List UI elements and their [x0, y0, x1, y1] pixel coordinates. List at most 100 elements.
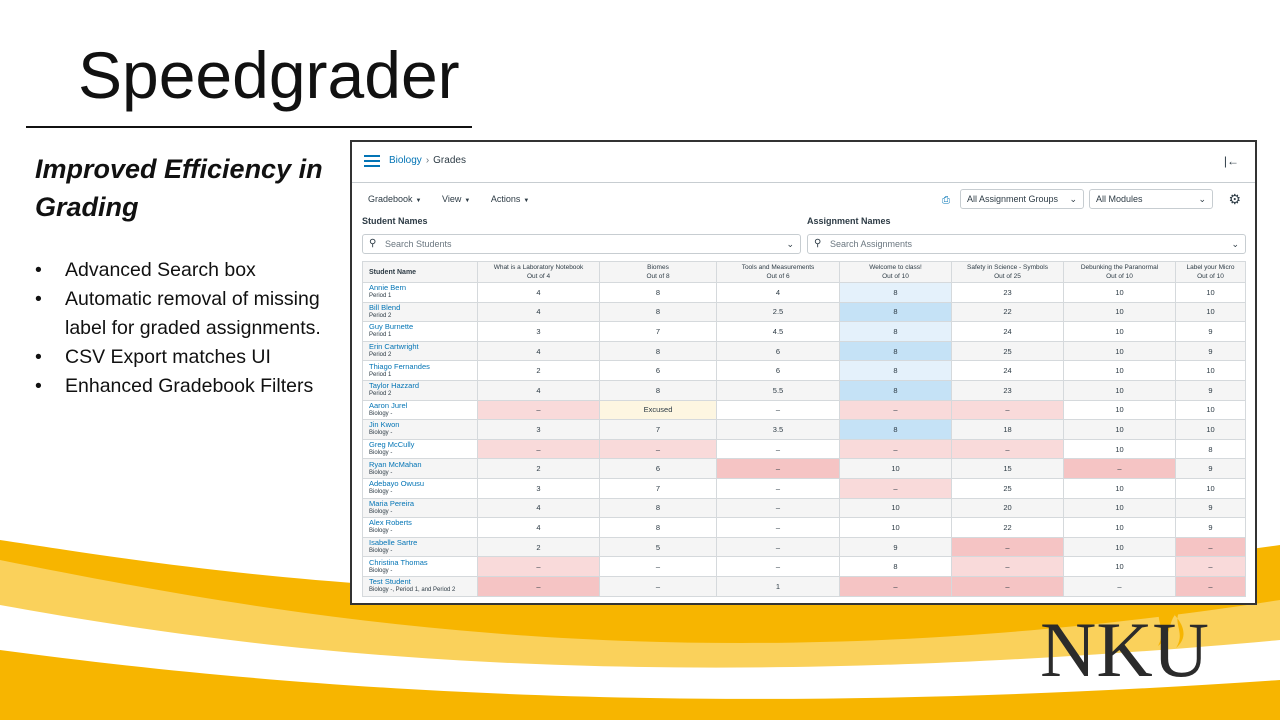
grade-cell[interactable]: –	[951, 556, 1064, 577]
grade-cell[interactable]: –	[477, 575, 600, 597]
grade-cell[interactable]: 4	[477, 282, 600, 303]
grade-cell[interactable]: 10	[839, 458, 952, 479]
student-name-link[interactable]: Annie Bern	[369, 283, 407, 293]
search-assignments-input[interactable]: ⚲ Search Assignments ⌄	[807, 234, 1246, 254]
grade-cell[interactable]: 8	[599, 301, 717, 323]
grade-cell[interactable]: 4	[716, 282, 840, 303]
print-icon[interactable]: ⎙	[942, 195, 950, 206]
grade-cell[interactable]: 10	[1175, 477, 1246, 499]
grade-cell[interactable]: 10	[1175, 282, 1246, 303]
modules-select[interactable]: All Modules ⌄	[1089, 189, 1213, 209]
grade-cell[interactable]: 8	[599, 379, 717, 401]
student-name-link[interactable]: Ryan McMahan	[369, 459, 422, 469]
grade-cell[interactable]: 10	[839, 497, 952, 519]
grade-cell[interactable]: –	[716, 556, 840, 577]
grade-cell[interactable]: 8	[839, 282, 952, 303]
grade-cell[interactable]: 7	[599, 419, 717, 440]
grade-cell[interactable]: –	[716, 438, 840, 460]
grade-cell[interactable]: –	[1175, 575, 1246, 597]
gradebook-menu[interactable]: Gradebook ▼	[368, 194, 421, 204]
student-name-header[interactable]: Student Name	[362, 261, 478, 283]
grade-cell[interactable]: 4.5	[716, 321, 840, 342]
grade-cell[interactable]: 9	[1175, 497, 1246, 519]
grade-cell[interactable]: –	[839, 438, 952, 460]
assignment-column-header[interactable]: Welcome to class! Out of 10	[839, 261, 952, 283]
grade-cell[interactable]: –	[839, 575, 952, 597]
grade-cell[interactable]: 10	[1175, 301, 1246, 323]
grade-cell[interactable]: –	[599, 556, 717, 577]
grade-cell[interactable]: 10	[1175, 419, 1246, 440]
grade-cell[interactable]: –	[599, 575, 717, 597]
grade-cell[interactable]: 10	[1063, 360, 1176, 381]
grade-cell[interactable]: 10	[1063, 321, 1176, 342]
grade-cell[interactable]: 10	[1063, 497, 1176, 519]
grade-cell[interactable]: 10	[1063, 282, 1176, 303]
grade-cell[interactable]: –	[716, 536, 840, 558]
grade-cell[interactable]: 10	[1063, 477, 1176, 499]
grade-cell[interactable]: –	[716, 517, 840, 538]
grade-cell[interactable]: 6	[716, 360, 840, 381]
grade-cell[interactable]: –	[951, 575, 1064, 597]
grade-cell[interactable]: 10	[1063, 438, 1176, 460]
student-name-link[interactable]: Jin Kwon	[369, 420, 400, 430]
grade-cell[interactable]: 23	[951, 282, 1064, 303]
grade-cell[interactable]: 25	[951, 477, 1064, 499]
grade-cell[interactable]: 10	[1063, 419, 1176, 440]
student-name-link[interactable]: Maria Pereira	[369, 498, 415, 508]
grade-cell[interactable]: –	[477, 556, 600, 577]
grade-cell[interactable]: 23	[951, 379, 1064, 401]
grade-cell[interactable]: 10	[1063, 379, 1176, 401]
grade-cell[interactable]: 2	[477, 360, 600, 381]
grade-cell[interactable]: 6	[599, 458, 717, 479]
assignment-column-header[interactable]: Safety in Science - Symbols Out of 25	[951, 261, 1064, 283]
breadcrumb-course-link[interactable]: Biology	[389, 155, 422, 166]
grade-cell[interactable]: 9	[1175, 340, 1246, 362]
grade-cell[interactable]: 10	[1175, 399, 1246, 421]
grade-cell[interactable]: 9	[1175, 321, 1246, 342]
assignment-column-header[interactable]: Label your Micro Out of 10	[1175, 261, 1246, 283]
student-name-link[interactable]: Aaron Jurel	[369, 400, 408, 410]
grade-cell[interactable]: 1	[716, 575, 840, 597]
grade-cell[interactable]: 20	[951, 497, 1064, 519]
grade-cell[interactable]: 4	[477, 301, 600, 323]
grade-cell[interactable]: –	[716, 497, 840, 519]
view-menu[interactable]: View ▼	[442, 194, 470, 204]
grade-cell[interactable]: 8	[839, 301, 952, 323]
student-name-link[interactable]: Bill Blend	[369, 302, 401, 312]
grade-cell[interactable]: 10	[1175, 360, 1246, 381]
grade-cell[interactable]: 22	[951, 517, 1064, 538]
grade-cell[interactable]: 10	[1063, 399, 1176, 421]
assignment-column-header[interactable]: Biomes Out of 8	[599, 261, 717, 283]
grade-cell[interactable]: 6	[599, 360, 717, 381]
grade-cell[interactable]: –	[839, 477, 952, 499]
grade-cell[interactable]: 18	[951, 419, 1064, 440]
grade-cell[interactable]: 8	[839, 340, 952, 362]
grade-cell[interactable]: 10	[839, 517, 952, 538]
student-name-link[interactable]: Christina Thomas	[369, 557, 428, 567]
grade-cell[interactable]: –	[716, 458, 840, 479]
actions-menu[interactable]: Actions ▼	[491, 194, 529, 204]
search-students-input[interactable]: ⚲ Search Students ⌄	[362, 234, 801, 254]
student-name-link[interactable]: Greg McCully	[369, 440, 415, 450]
grade-cell[interactable]: –	[951, 438, 1064, 460]
grade-cell[interactable]: –	[1175, 556, 1246, 577]
grade-cell[interactable]: 8	[599, 497, 717, 519]
student-name-link[interactable]: Erin Cartwright	[369, 342, 419, 352]
grade-cell[interactable]: 2	[477, 536, 600, 558]
grade-cell[interactable]: 3.5	[716, 419, 840, 440]
grade-cell[interactable]: 8	[599, 340, 717, 362]
assignment-column-header[interactable]: Tools and Measurements Out of 6	[716, 261, 840, 283]
grade-cell[interactable]: 8	[839, 556, 952, 577]
grade-cell[interactable]: 4	[477, 517, 600, 538]
student-name-link[interactable]: Thiago Fernandes	[369, 361, 430, 371]
assignment-column-header[interactable]: Debunking the Paranormal Out of 10	[1063, 261, 1176, 283]
grade-cell[interactable]: 6	[716, 340, 840, 362]
grade-cell[interactable]: –	[1063, 575, 1176, 597]
student-name-link[interactable]: Guy Burnette	[369, 322, 414, 332]
student-name-link[interactable]: Taylor Hazzard	[369, 381, 420, 391]
grade-cell[interactable]: 7	[599, 477, 717, 499]
student-name-link[interactable]: Isabelle Sartre	[369, 538, 418, 548]
grade-cell[interactable]: –	[951, 536, 1064, 558]
grade-cell[interactable]: 25	[951, 340, 1064, 362]
grade-cell[interactable]: 9	[1175, 517, 1246, 538]
